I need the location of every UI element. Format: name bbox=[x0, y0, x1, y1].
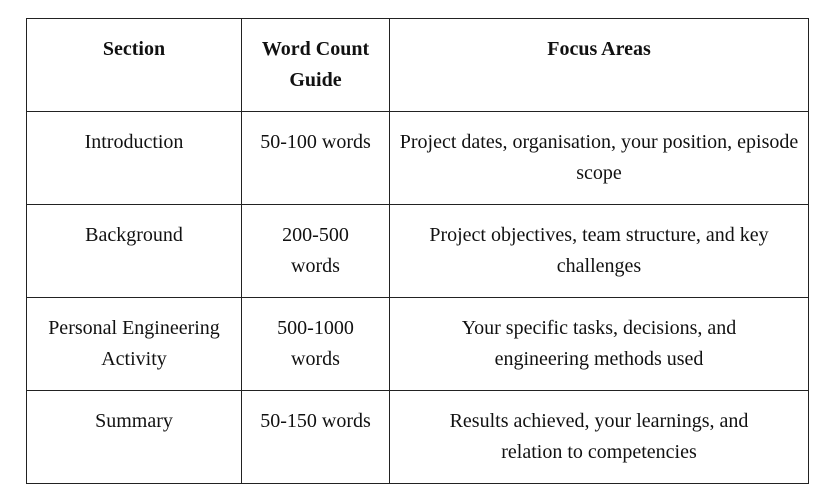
cell-section: Personal Engineering Activity bbox=[26, 297, 242, 391]
cell-section: Introduction bbox=[26, 111, 242, 205]
header-word-count: Word Count Guide bbox=[241, 18, 390, 112]
table-row: Summary 50-150 words Results achieved, y… bbox=[26, 390, 809, 484]
table-header-row: Section Word Count Guide Focus Areas bbox=[26, 18, 809, 112]
cell-word-count: 200-500 words bbox=[241, 204, 390, 298]
report-structure-table: Section Word Count Guide Focus Areas Int… bbox=[26, 18, 809, 484]
cell-word-count: 50-150 words bbox=[241, 390, 390, 484]
cell-focus-areas: Project dates, organisation, your positi… bbox=[389, 111, 809, 205]
table-row: Background 200-500 words Project objecti… bbox=[26, 204, 809, 298]
header-focus-areas: Focus Areas bbox=[389, 18, 809, 112]
cell-word-count: 50-100 words bbox=[241, 111, 390, 205]
cell-focus-areas: Results achieved, your learnings, and re… bbox=[389, 390, 809, 484]
cell-section: Background bbox=[26, 204, 242, 298]
cell-focus-areas: Project objectives, team structure, and … bbox=[389, 204, 809, 298]
cell-word-count: 500-1000 words bbox=[241, 297, 390, 391]
header-section: Section bbox=[26, 18, 242, 112]
table-row: Introduction 50-100 words Project dates,… bbox=[26, 111, 809, 205]
table-row: Personal Engineering Activity 500-1000 w… bbox=[26, 297, 809, 391]
cell-focus-areas: Your specific tasks, decisions, and engi… bbox=[389, 297, 809, 391]
cell-section: Summary bbox=[26, 390, 242, 484]
